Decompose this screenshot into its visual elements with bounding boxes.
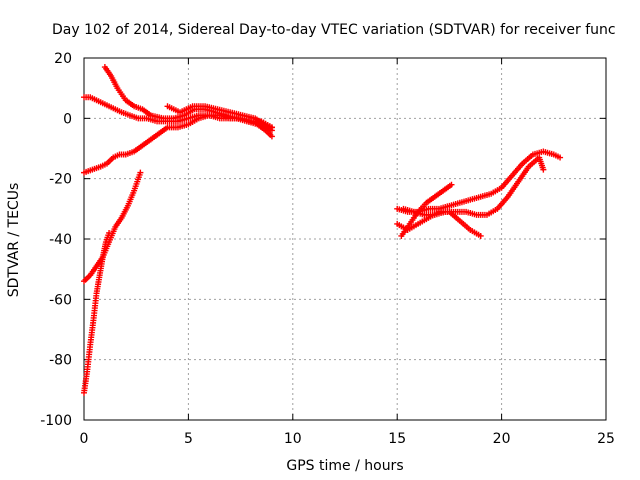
x-tick-labels: 0 5 10 15 20 25 xyxy=(80,431,615,447)
data-point xyxy=(557,154,564,161)
y-tick-label: -20 xyxy=(49,172,72,188)
data-point xyxy=(137,169,144,176)
series-arc-3 xyxy=(81,112,275,176)
x-tick-label: 5 xyxy=(184,431,193,447)
data-point xyxy=(268,133,275,140)
x-tick-label: 0 xyxy=(80,431,89,447)
series-arc-5 xyxy=(81,229,113,396)
y-tick-label: -40 xyxy=(49,232,72,248)
y-tick-label: -100 xyxy=(40,413,72,429)
series-arc-4 xyxy=(81,169,144,285)
y-axis-label: SDTVAR / TECUs xyxy=(6,183,22,298)
y-tick-label: -80 xyxy=(49,353,72,369)
chart-title: Day 102 of 2014, Sidereal Day-to-day VTE… xyxy=(52,22,616,38)
y-tick-label: 20 xyxy=(54,51,72,67)
x-tick-label: 20 xyxy=(493,431,511,447)
data-point xyxy=(106,229,113,236)
y-tick-labels: -100 -80 -60 -40 -20 0 20 xyxy=(40,51,72,429)
data-point xyxy=(448,181,455,188)
x-tick-label: 10 xyxy=(284,431,302,447)
data-series xyxy=(81,64,564,396)
y-tick-label: 0 xyxy=(63,111,72,127)
grid-lines xyxy=(84,58,606,420)
series-arc-6 xyxy=(164,103,275,134)
x-axis-label: GPS time / hours xyxy=(286,458,403,474)
series-arc-10 xyxy=(400,154,547,218)
data-point xyxy=(268,127,275,134)
data-point xyxy=(540,166,547,173)
series-arc-8 xyxy=(398,181,455,239)
y-tick-label: -60 xyxy=(49,292,72,308)
x-tick-label: 15 xyxy=(388,431,406,447)
data-point xyxy=(477,232,484,239)
plot-frame xyxy=(83,57,607,421)
x-tick-label: 25 xyxy=(597,431,615,447)
